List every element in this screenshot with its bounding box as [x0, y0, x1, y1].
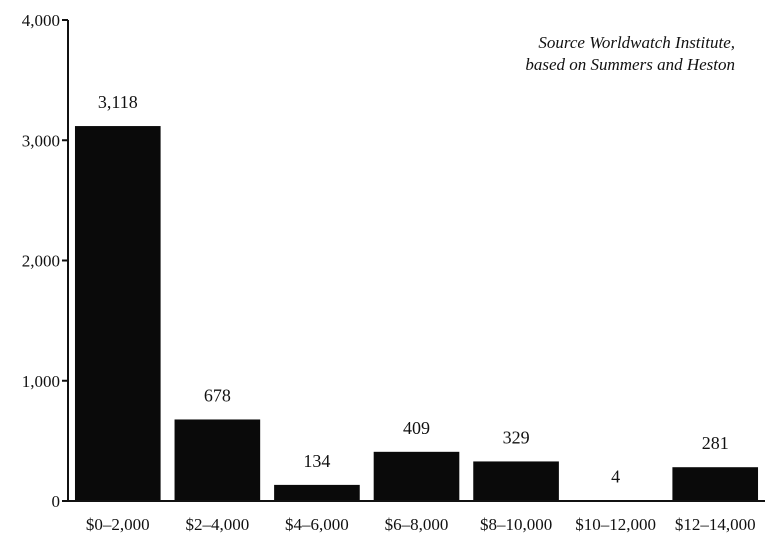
data-labels: 3,118 678 134 409 329 4 281 — [98, 92, 729, 486]
data-label: 409 — [403, 418, 430, 438]
y-tick-label: 0 — [52, 492, 61, 511]
x-tick-label: $0–2,000 — [86, 515, 150, 534]
data-label: 329 — [503, 427, 530, 447]
y-tick-label: 1,000 — [22, 372, 60, 391]
y-tick-label: 3,000 — [22, 131, 60, 150]
x-tick-label: $6–8,000 — [385, 515, 449, 534]
data-label: 281 — [702, 433, 729, 453]
bar — [74, 126, 161, 502]
source-note-line-2: based on Summers and Heston — [525, 55, 735, 74]
x-tick-label: $2–4,000 — [185, 515, 249, 534]
bar — [274, 484, 360, 501]
x-tick-label: $8–10,000 — [480, 515, 552, 534]
data-label: 134 — [303, 451, 330, 471]
x-tick-label: $4–6,000 — [285, 515, 349, 534]
bar — [672, 467, 759, 501]
bars — [74, 126, 759, 502]
x-tick-labels: $0–2,000 $2–4,000 $4–6,000 $6–8,000 $8–10,00… — [86, 515, 756, 534]
data-label: 678 — [204, 385, 231, 405]
bar — [373, 451, 460, 501]
source-note-line-1: Source Worldwatch Institute, — [538, 33, 735, 52]
y-axis: 0 1,000 2,000 3,000 4,000 — [22, 11, 68, 511]
plot-frame — [67, 20, 765, 502]
data-label: 4 — [611, 467, 620, 487]
y-tick-label: 2,000 — [22, 252, 60, 271]
x-tick-label: $10–12,000 — [575, 515, 656, 534]
data-label: 3,118 — [98, 92, 138, 112]
bar — [174, 419, 261, 501]
y-tick-label: 4,000 — [22, 11, 60, 30]
x-tick-label: $12–14,000 — [675, 515, 756, 534]
bar — [473, 461, 559, 501]
